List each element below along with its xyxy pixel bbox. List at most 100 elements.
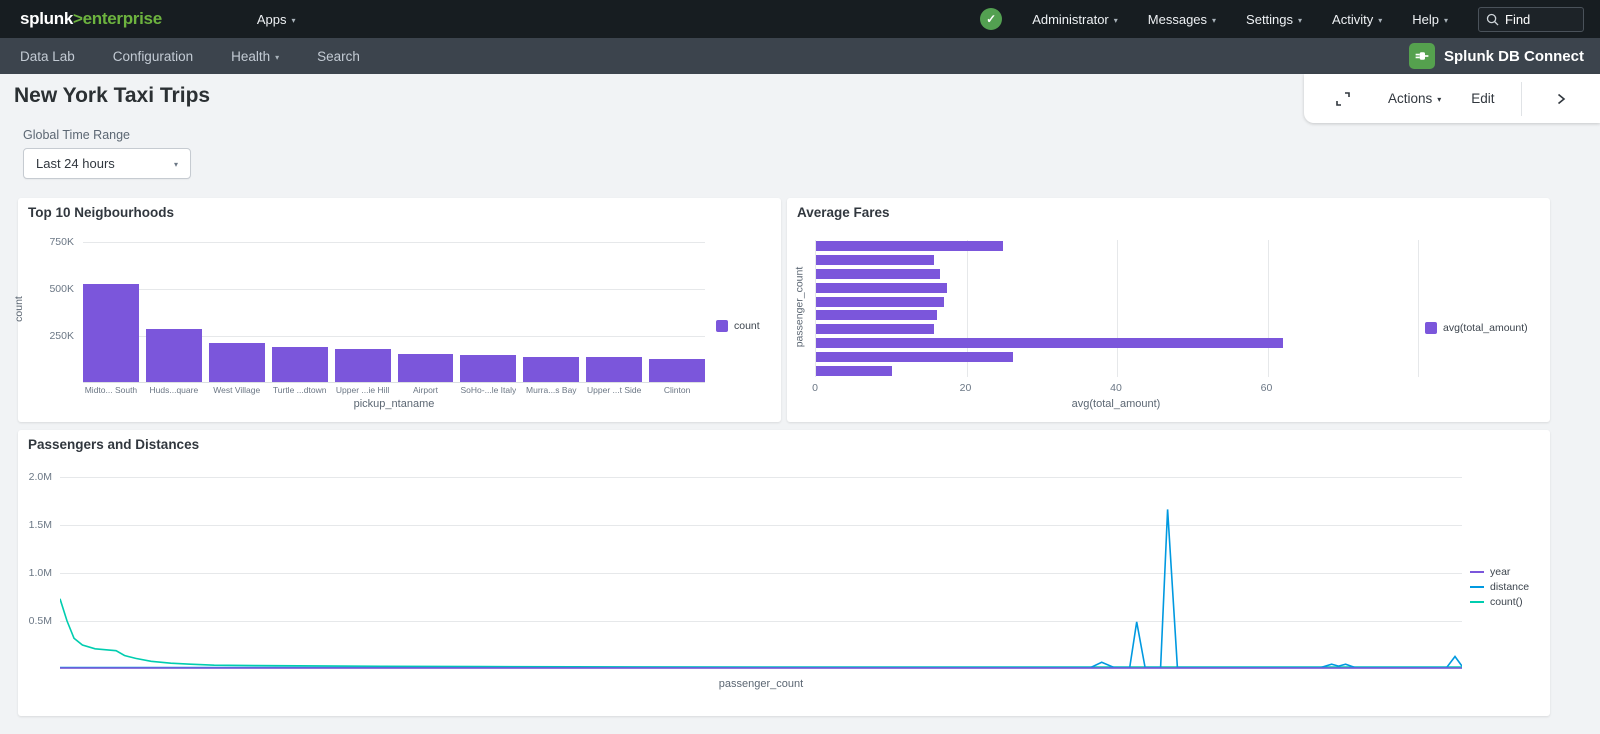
legend-item-year[interactable]: year <box>1470 566 1529 578</box>
bar[interactable] <box>586 357 643 382</box>
panel-title: Passengers and Distances <box>28 437 200 452</box>
legend-item-avg(total_amount)[interactable]: avg(total_amount) <box>1425 322 1528 334</box>
category-label: Clinton <box>663 385 691 395</box>
series-line-count()[interactable] <box>60 598 1462 668</box>
appnav-item-data-lab[interactable]: Data Lab <box>20 49 75 64</box>
health-check-icon[interactable]: ✓ <box>980 8 1003 30</box>
legend-label: avg(total_amount) <box>1443 322 1528 334</box>
panel-top-10-neighbourhoods: Top 10 Neigbourhoods count 250K 500K 750K … <box>13 198 781 422</box>
chevron-down-icon: ▾ <box>275 52 280 62</box>
app-identity[interactable]: Splunk DB Connect <box>1408 43 1584 69</box>
nav-label: Health <box>231 48 271 64</box>
bar[interactable] <box>816 338 1284 349</box>
gridline <box>83 241 705 243</box>
menu-label: Help <box>1412 11 1439 27</box>
legend-swatch <box>1425 322 1437 334</box>
bar[interactable] <box>816 365 892 376</box>
edit-button[interactable]: Edit <box>1471 91 1495 106</box>
page-title: New York Taxi Trips <box>14 84 211 107</box>
line-chart-plot <box>60 470 1462 669</box>
bar[interactable] <box>816 254 934 265</box>
y-axis-tick-label: 2.0M <box>28 470 52 483</box>
apps-menu[interactable]: Apps ▾ <box>257 12 296 27</box>
legend-item-count[interactable]: count <box>716 320 760 332</box>
appnav-item-configuration[interactable]: Configuration <box>113 49 193 64</box>
bar[interactable] <box>816 268 940 279</box>
actions-button[interactable]: Actions ▾ <box>1388 91 1441 106</box>
chevron-down-icon: ▾ <box>1437 95 1442 104</box>
bar[interactable] <box>816 324 934 335</box>
topnav-menu-messages[interactable]: Messages ▾ <box>1148 12 1216 27</box>
panel-passengers-and-distances: Passengers and Distances 0.5M 1.0M 1.5M 2.0… <box>18 430 1550 716</box>
y-axis-tick-label: 500K <box>49 282 74 295</box>
bar[interactable] <box>816 352 1013 362</box>
bar[interactable] <box>397 354 454 382</box>
category-label: Upper ...ie Hill <box>335 385 390 395</box>
category-label: Upper ...t Side <box>587 385 642 395</box>
bar[interactable] <box>523 357 580 382</box>
bar[interactable] <box>816 296 944 307</box>
bar[interactable] <box>208 343 265 382</box>
menu-label: Settings <box>1246 11 1294 27</box>
bar[interactable] <box>816 241 1004 251</box>
bar[interactable] <box>271 346 328 382</box>
bars <box>816 240 1417 377</box>
splunk-logo[interactable]: splunk>enterprise <box>20 9 162 28</box>
x-axis-tick-label: 0 <box>812 382 818 394</box>
appnav-item-search[interactable]: Search <box>317 49 360 64</box>
app-name: Splunk DB Connect <box>1443 47 1584 65</box>
bar[interactable] <box>460 355 517 382</box>
appnav-item-health[interactable]: Health ▾ <box>231 49 279 64</box>
time-range-dropdown[interactable]: Last 24 hours ▾ <box>23 148 191 179</box>
legend-label: distance <box>1490 581 1530 593</box>
legend-item-distance[interactable]: distance <box>1470 581 1529 593</box>
menu-label: Activity <box>1332 11 1374 27</box>
x-axis-title: avg(total_amount) <box>1071 398 1161 410</box>
bar[interactable] <box>83 284 139 382</box>
x-axis-title: passenger_count <box>718 678 804 690</box>
fullscreen-icon[interactable] <box>1334 90 1352 108</box>
chevron-down-icon: ▾ <box>291 15 296 25</box>
gridline <box>1267 240 1269 377</box>
bars <box>83 238 706 383</box>
chart-legend: year distance count() <box>1470 566 1529 608</box>
find-search-input[interactable]: Find <box>1478 6 1584 32</box>
topnav-menu-activity[interactable]: Activity ▾ <box>1332 12 1382 27</box>
bar[interactable] <box>816 310 937 321</box>
dashboard-toolbar: Actions ▾ Edit <box>1304 74 1600 123</box>
legend-item-count()[interactable]: count() <box>1470 596 1529 608</box>
menu-label: Messages <box>1147 11 1208 27</box>
category-label: SoHo-...le Italy <box>460 385 517 395</box>
legend-swatch <box>716 320 728 332</box>
legend-line-swatch <box>1470 571 1484 573</box>
gridline <box>60 476 1462 478</box>
db-connect-plug-icon <box>1408 43 1435 69</box>
y-axis-tick-label: 0.5M <box>28 614 52 627</box>
line-series-svg <box>60 509 1462 669</box>
bar[interactable] <box>145 329 202 382</box>
gridline <box>60 572 1462 574</box>
toolbar-divider <box>1520 81 1522 116</box>
y-axis-title: count <box>12 296 25 322</box>
category-label: Murra...s Bay <box>526 385 577 395</box>
chevron-down-icon: ▾ <box>1378 15 1383 25</box>
menu-label: Administrator <box>1032 11 1109 27</box>
gridline <box>83 288 705 290</box>
x-axis-category-labels: Midto... South Huds...quare West Village Tu… <box>83 385 705 395</box>
chevron-right-icon[interactable] <box>1522 92 1600 106</box>
x-axis-title: pickup_ntaname <box>353 398 435 410</box>
bar[interactable] <box>334 348 391 382</box>
panel-title: Average Fares <box>797 205 890 220</box>
series-line-distance[interactable] <box>60 509 1462 669</box>
legend-line-swatch <box>1470 586 1484 588</box>
gridline <box>60 524 1462 526</box>
search-icon <box>1486 13 1499 26</box>
category-label: Huds...quare <box>149 385 199 395</box>
category-label: Turtle ...dtown <box>272 385 327 395</box>
topnav-menu-help[interactable]: Help ▾ <box>1412 12 1448 27</box>
bar[interactable] <box>649 359 706 382</box>
chevron-down-icon: ▾ <box>1298 15 1303 25</box>
topnav-menu-settings[interactable]: Settings ▾ <box>1246 12 1302 27</box>
topnav-menu-administrator[interactable]: Administrator ▾ <box>1032 12 1118 27</box>
bar[interactable] <box>816 282 947 293</box>
